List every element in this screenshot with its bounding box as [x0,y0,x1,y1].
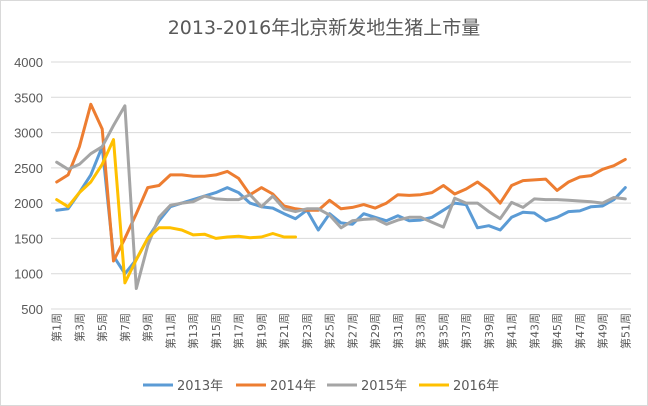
x-tick-label: 第27周 [345,313,359,349]
legend-label: 2013年 [177,379,223,394]
x-tick-label: 第43周 [527,313,541,349]
legend: 2013年 2014年 2015年 2016年 [143,379,499,394]
series-line-1 [55,102,627,263]
y-tick-label: 2500 [14,161,43,176]
x-tick-label: 第49周 [596,313,610,349]
x-tick-label: 第23周 [300,313,314,349]
y-tick-label: 1500 [14,231,43,246]
x-tick-label: 第21周 [277,313,291,349]
x-tick-label: 第33周 [414,313,428,349]
x-tick-label: 第19周 [254,313,268,349]
legend-label: 2015年 [361,379,407,394]
y-tick-label: 3000 [14,126,43,141]
series-lines [55,102,627,290]
x-tick-label: 第37周 [459,313,473,349]
x-axis-ticks: 第1周 第3周 第5周 第7周 第9周 第11周 第13周 第15周 第17周 第19周 第21周第… [50,313,633,349]
chart-title: 2013-2016年北京新发地生猪上市量 [168,17,481,39]
x-tick-label: 第15周 [209,313,223,349]
y-tick-label: 4000 [14,55,43,70]
x-tick-label: 第1周 [50,313,64,342]
x-tick-label: 第17周 [232,313,246,349]
x-tick-label: 第9周 [141,313,155,342]
x-tick-label: 第29周 [368,313,382,349]
y-tick-label: 2000 [14,196,43,211]
x-tick-label: 第25周 [323,313,337,349]
y-tick-label: 500 [21,302,43,317]
x-tick-label: 第39周 [482,313,496,349]
gridlines [51,61,631,310]
x-tick-label: 第47周 [573,313,587,349]
legend-label: 2014年 [270,379,316,394]
x-tick-label: 第35周 [436,313,450,349]
x-tick-label: 第3周 [72,313,86,342]
x-tick-label: 第11周 [163,313,177,349]
x-tick-label: 第41周 [505,313,519,349]
x-tick-label: 第51周 [618,313,632,349]
series-line-3 [55,138,297,285]
y-tick-label: 1000 [14,267,43,282]
x-tick-label: 第13周 [186,313,200,349]
x-tick-label: 第7周 [118,313,132,342]
x-tick-label: 第5周 [95,313,109,342]
y-tick-label: 3500 [14,90,43,105]
legend-label: 2016年 [453,379,499,394]
x-tick-label: 第31周 [391,313,405,349]
y-axis-ticks: 500 1000 1500 2000 2500 3000 3500 4000 [14,55,43,317]
x-tick-label: 第45周 [550,313,564,349]
